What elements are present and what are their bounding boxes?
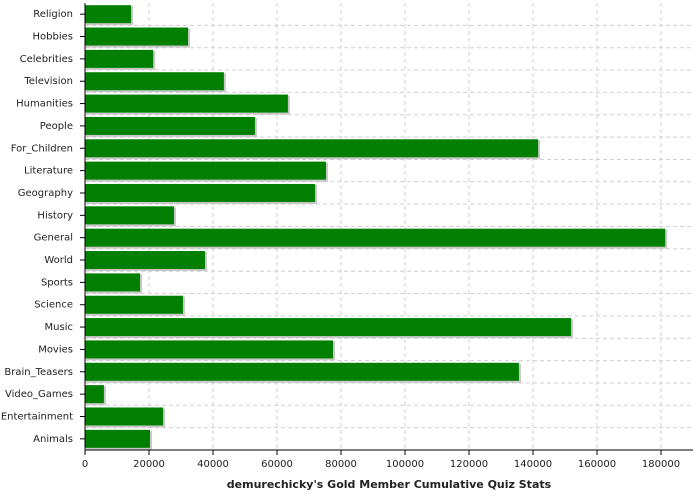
- bar: [85, 318, 572, 337]
- bar: [85, 228, 666, 247]
- y-tick-label: World: [44, 255, 73, 266]
- y-tick-label: Sports: [41, 277, 73, 288]
- x-tick-label: 20000: [133, 459, 165, 470]
- y-tick-label: Celebrities: [20, 54, 73, 65]
- x-tick-label: 100000: [386, 459, 424, 470]
- y-tick-label: Literature: [24, 166, 73, 177]
- bar: [85, 429, 150, 448]
- y-tick-label: General: [34, 233, 73, 244]
- x-tick-label: 160000: [578, 459, 616, 470]
- bar: [85, 161, 326, 180]
- y-tick-label: Television: [23, 76, 73, 87]
- x-tick-label: 40000: [197, 459, 229, 470]
- bar: [85, 407, 164, 426]
- x-tick-label: 180000: [642, 459, 680, 470]
- y-tick-label: Humanities: [16, 99, 73, 110]
- x-tick-label: 60000: [261, 459, 293, 470]
- y-tick-label: Religion: [33, 9, 73, 20]
- bar: [85, 27, 189, 46]
- y-tick-label: History: [37, 210, 73, 221]
- x-axis-title: demurechicky's Gold Member Cumulative Qu…: [227, 478, 552, 491]
- y-tick-label: Movies: [38, 344, 73, 355]
- x-tick-label: 80000: [325, 459, 357, 470]
- y-tick-label: Geography: [18, 188, 73, 199]
- y-tick-label: Science: [34, 300, 73, 311]
- bar: [85, 139, 539, 158]
- y-tick-label: Animals: [33, 434, 73, 445]
- bar: [85, 5, 132, 24]
- y-tick-label: Brain_Teasers: [4, 367, 73, 378]
- y-tick-label: People: [40, 121, 73, 132]
- bar: [85, 206, 174, 225]
- x-tick-label: 0: [82, 459, 88, 470]
- bar: [85, 295, 183, 314]
- y-tick-label: For_Children: [11, 143, 73, 154]
- x-tick-label: 140000: [514, 459, 552, 470]
- bar: [85, 183, 316, 202]
- bar: [85, 362, 519, 381]
- y-tick-label: Entertainment: [1, 411, 73, 422]
- bar: [85, 72, 224, 91]
- bar: [85, 340, 333, 359]
- x-tick-label: 120000: [450, 459, 488, 470]
- bar: [85, 49, 154, 68]
- bar: [85, 273, 141, 292]
- y-tick-label: Hobbies: [33, 32, 73, 43]
- y-tick-label: Music: [45, 322, 73, 333]
- bar: [85, 116, 255, 135]
- y-tick-label: Video_Games: [5, 389, 73, 400]
- bar: [85, 94, 288, 113]
- bar: [85, 385, 104, 404]
- bar: [85, 251, 205, 270]
